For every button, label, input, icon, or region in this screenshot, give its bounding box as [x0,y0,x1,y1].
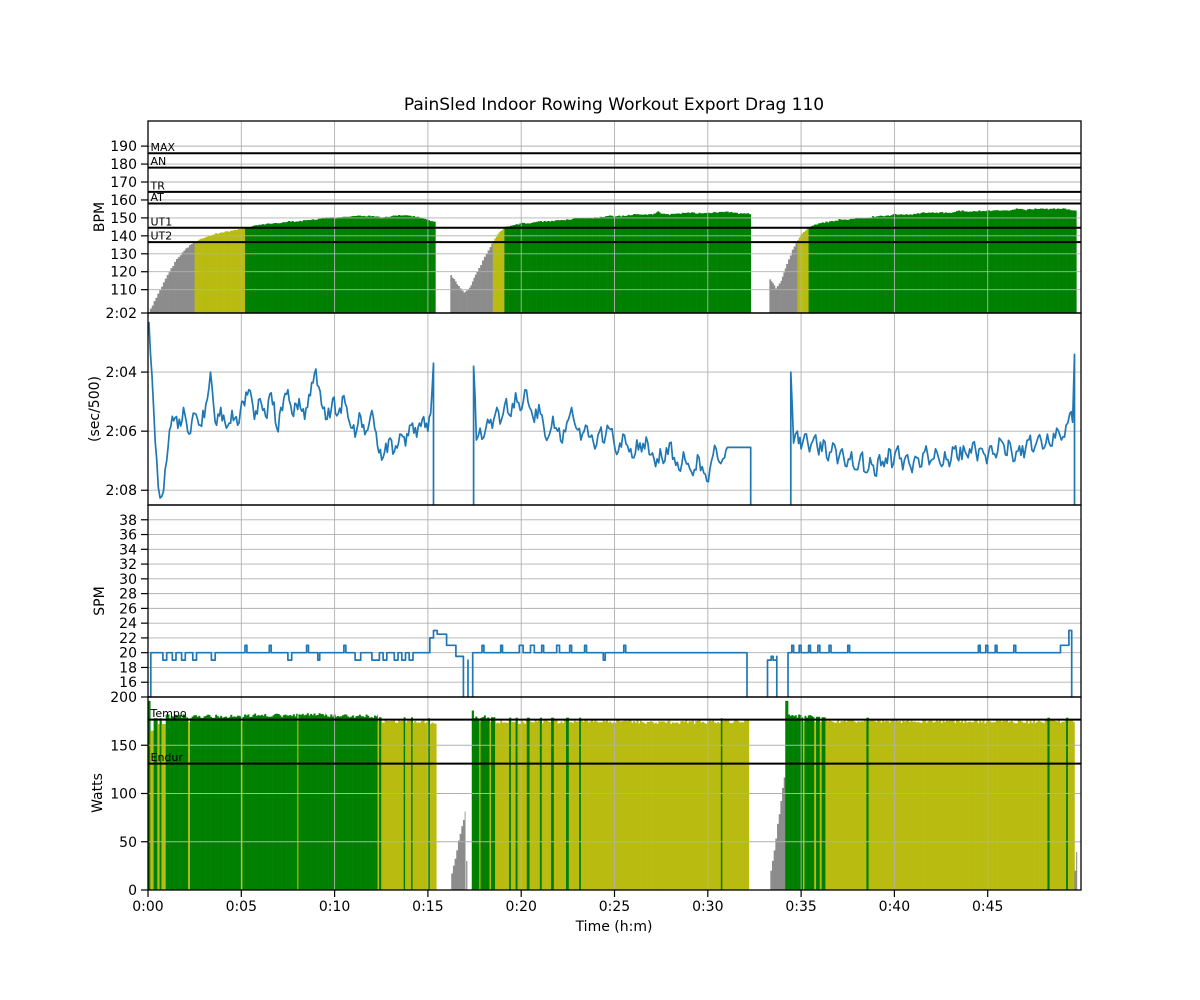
x-tick-label: 0:10 [319,899,350,915]
zone-label: TR [150,179,166,192]
bpm-y-tick-label: 140 [110,229,137,245]
spm-y-tick-label: 36 [119,528,137,544]
x-tick-label: 0:15 [412,899,443,915]
spm-axis-label: SPM [92,586,108,615]
zone-label: UT2 [151,230,173,243]
watts-y-tick-label: 150 [110,738,137,754]
x-tick-label: 0:00 [132,899,163,915]
spm-y-tick-label: 22 [119,631,137,647]
watts-axis-label: Watts [90,773,106,813]
spm-y-tick-label: 38 [119,513,137,529]
tick-marks-layer [141,145,989,897]
x-tick-label: 0:45 [972,899,1003,915]
pace-y-tick-label: 2:08 [106,483,137,499]
heart-rate-area [149,208,1077,313]
watts-zone-lines: Tempo Endur [148,707,1081,765]
zone-label: AT [151,191,165,204]
watts-y-tick-label: 50 [119,835,137,851]
spm-line-series [148,629,1073,697]
zone-label: AN [151,155,167,168]
watts-y-tick-label: 0 [128,883,137,899]
bpm-y-tick-label: 110 [110,283,137,299]
pace-line-series [148,321,1076,505]
spm-y-tick-label: 28 [119,587,137,603]
x-axis-label: Time (h:m) [575,919,653,935]
area-fills-layer [148,208,1078,890]
spm-y-tick-label: 18 [119,660,137,676]
bpm-y-tick-label: 120 [110,265,137,281]
x-tick-label: 0:20 [505,899,536,915]
spm-y-tick-label: 20 [119,646,137,662]
panel-frames-layer [147,120,1082,891]
tick-labels-layer: 1101201301401501601701801902:022:042:062… [106,139,1004,915]
watts-y-tick-label: 200 [110,690,137,706]
zone-label: Endur [151,751,184,764]
bpm-axis-label: BPM [92,202,108,232]
spm-y-tick-label: 32 [119,557,137,573]
watts-y-tick-label: 100 [110,787,137,803]
bpm-y-tick-label: 190 [110,139,137,155]
zone-label: MAX [151,141,176,154]
zone-label: Tempo [150,707,187,720]
bpm-y-tick-label: 180 [110,157,137,173]
spm-y-tick-label: 26 [119,601,137,617]
bpm-y-tick-label: 130 [110,247,137,263]
spm-y-tick-label: 24 [119,616,137,632]
pace-y-tick-label: 2:04 [106,365,138,381]
pace-y-tick-label: 2:02 [106,306,137,322]
chart-title: PainSled Indoor Rowing Workout Export Dr… [404,95,824,115]
x-tick-label: 0:30 [692,899,723,915]
zone-label: UT1 [151,215,173,228]
watts-bars [148,700,1078,890]
bpm-y-tick-label: 160 [110,193,137,209]
spm-y-tick-label: 16 [119,675,137,691]
spm-y-tick-label: 30 [119,572,137,588]
pace-axis-label: (sec/500) [87,376,103,442]
x-tick-label: 0:40 [879,899,910,915]
pace-line [148,321,1076,505]
pace-y-tick-label: 2:06 [106,424,138,440]
bpm-y-tick-label: 170 [110,175,137,191]
bpm-y-tick-label: 150 [110,211,137,227]
line-series-layer [148,321,1076,697]
x-tick-label: 0:25 [599,899,630,915]
spm-line [148,629,1073,697]
x-tick-label: 0:35 [785,899,816,915]
spm-y-tick-label: 34 [119,542,137,558]
x-tick-label: 0:05 [226,899,257,915]
